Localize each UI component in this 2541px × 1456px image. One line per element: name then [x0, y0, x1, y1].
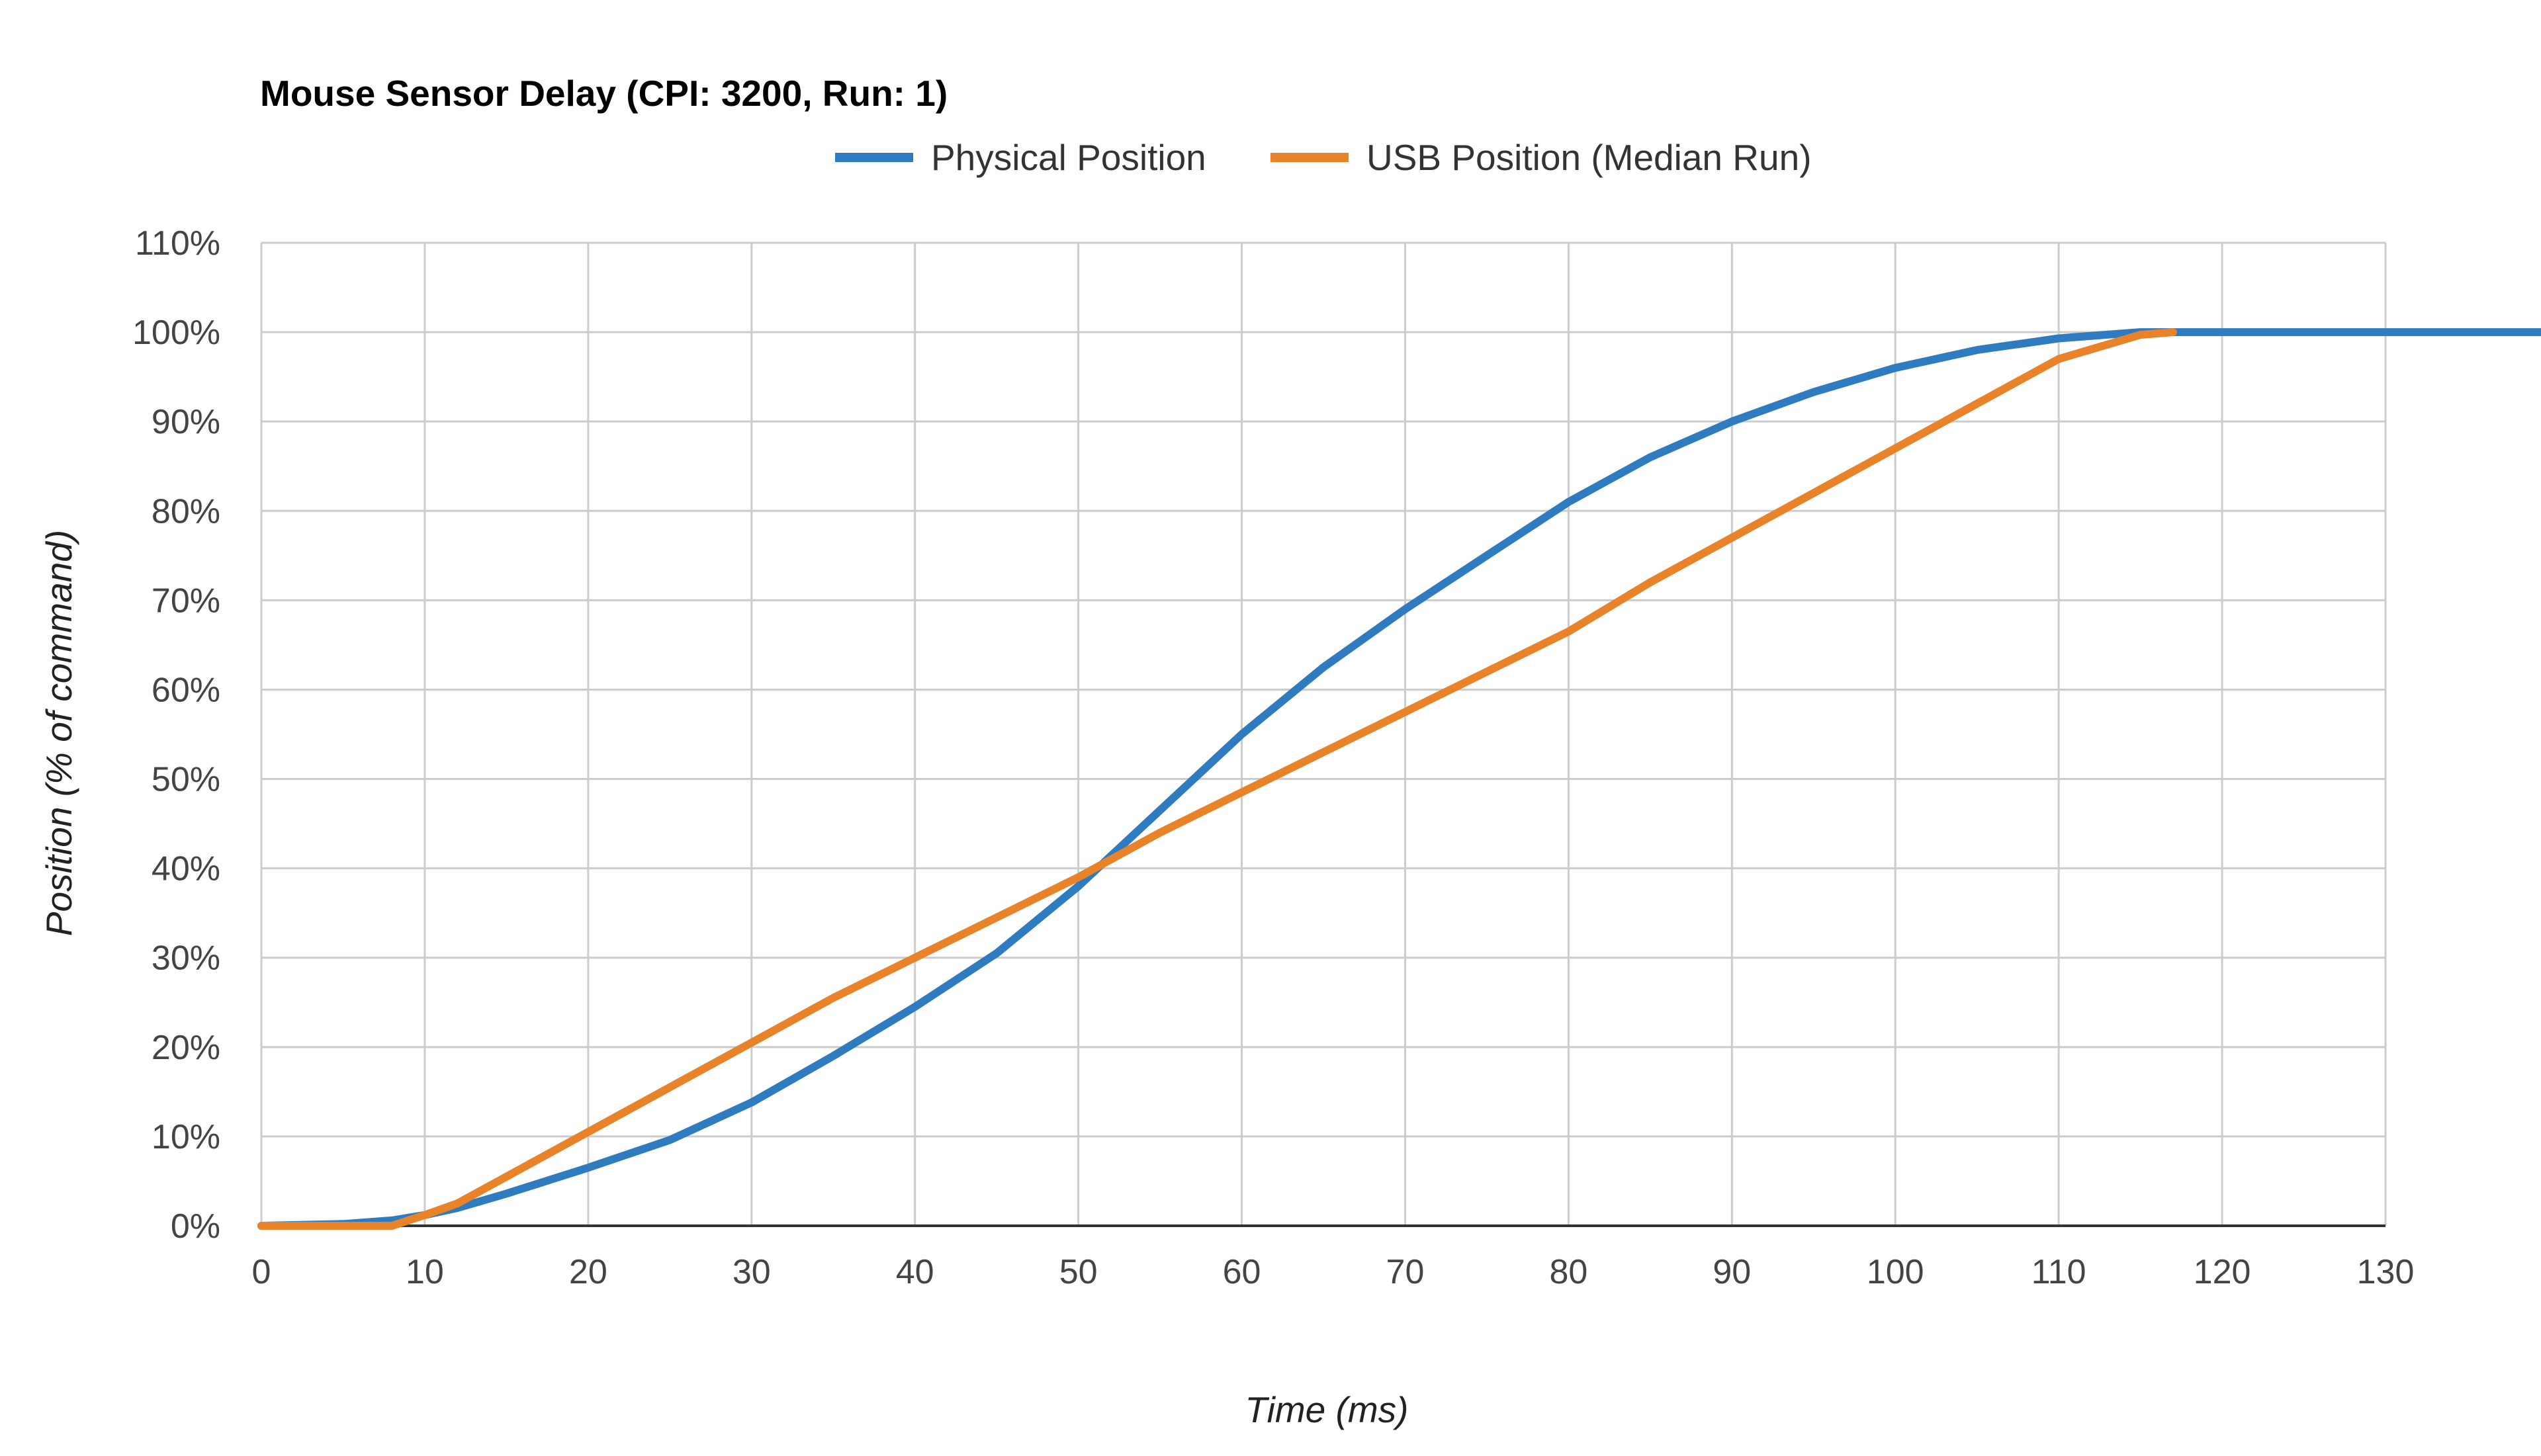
x-tick-label: 80	[1549, 1253, 1587, 1291]
y-axis-tick-labels: 0% 10% 20% 30% 40% 50% 60% 70% 80% 90% 100% 110%	[132, 224, 220, 1246]
legend-item: USB Position (Median Run)	[1270, 137, 1812, 178]
chart-title: Mouse Sensor Delay (CPI: 3200, Run: 1)	[260, 73, 948, 114]
series-line-2	[257, 328, 2177, 1230]
chart-legend: Physical Position USB Position (Median Ru…	[835, 137, 1812, 178]
x-tick-label: 130	[2357, 1253, 2415, 1291]
y-tick-label: 90%	[152, 403, 220, 441]
x-tick-label: 20	[569, 1253, 607, 1291]
x-tick-label: 40	[896, 1253, 934, 1291]
y-tick-label: 20%	[152, 1029, 220, 1067]
x-tick-label: 60	[1223, 1253, 1261, 1291]
series-line-1	[257, 328, 2541, 1230]
x-tick-label: 50	[1059, 1253, 1098, 1291]
y-tick-label: 50%	[152, 761, 220, 799]
x-axis-title: Time (ms)	[1245, 1389, 1409, 1430]
y-tick-label: 60%	[152, 671, 220, 709]
x-axis-tick-labels: 0 10 20 30 40 50 60 70 80 90 100 110 120 130	[252, 1253, 2415, 1291]
x-tick-label: 90	[1713, 1253, 1751, 1291]
x-tick-label: 10	[406, 1253, 444, 1291]
y-tick-label: 70%	[152, 581, 220, 620]
chart-series	[257, 328, 2541, 1230]
chart-gridlines	[260, 241, 2387, 1227]
x-tick-label: 30	[733, 1253, 771, 1291]
x-tick-label: 110	[2031, 1253, 2086, 1291]
y-tick-label: 30%	[152, 939, 220, 978]
y-tick-label: 10%	[152, 1118, 220, 1156]
y-tick-label: 100%	[132, 314, 220, 352]
legend-label: USB Position (Median Run)	[1366, 137, 1812, 178]
x-tick-label: 70	[1386, 1253, 1425, 1291]
x-tick-label: 0	[252, 1253, 271, 1291]
legend-label: Physical Position	[931, 137, 1206, 178]
y-tick-label: 40%	[152, 850, 220, 888]
y-tick-label: 110%	[135, 224, 220, 263]
legend-item: Physical Position	[835, 137, 1206, 178]
x-tick-label: 100	[1867, 1253, 1924, 1291]
y-tick-label: 80%	[152, 492, 220, 531]
y-axis-title: Position (% of command)	[38, 530, 79, 936]
y-tick-label: 0%	[171, 1207, 220, 1246]
x-tick-label: 120	[2194, 1253, 2251, 1291]
